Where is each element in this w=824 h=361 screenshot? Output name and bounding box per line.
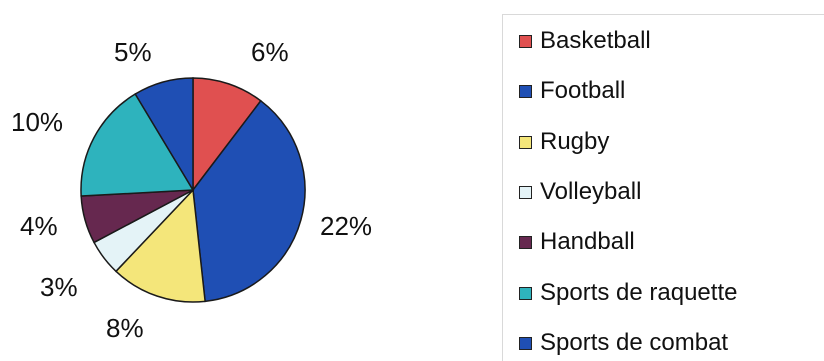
slice-label-rugby: 8% — [106, 313, 144, 343]
pie-slice-sports-de-raquette — [80, 93, 195, 197]
slice-label-sports-de-raquette: 10% — [11, 107, 63, 137]
chart-legend: Basketball Football Rugby Volleyball Han… — [502, 14, 824, 361]
slice-label-sports-de-combat: 5% — [114, 37, 152, 67]
slice-label-volleyball: 3% — [40, 272, 78, 302]
legend-label-football: Football — [540, 77, 626, 104]
pie-slice-basketball — [192, 77, 262, 193]
legend-label-handball: Handball — [540, 228, 635, 255]
pie-slices — [80, 77, 306, 303]
legend-label-volleyball: Volleyball — [540, 178, 642, 205]
legend-item-handball: Handball — [519, 228, 635, 256]
slice-label-football: 22% — [320, 211, 372, 241]
legend-swatch-football — [519, 84, 532, 98]
legend-item-sports-de-raquette: Sports de raquette — [519, 279, 737, 307]
legend-swatch-volleyball — [519, 185, 532, 199]
pie-chart: 6% 22% 8% 3% 4% 10% 5% — [11, 37, 372, 343]
legend-label-sports-de-raquette: Sports de raquette — [540, 279, 738, 306]
legend-item-rugby: Rugby — [519, 128, 609, 156]
slice-label-handball: 4% — [20, 211, 58, 241]
legend-swatch-handball — [519, 235, 532, 249]
legend-swatch-sports-de-combat — [519, 336, 532, 350]
legend-swatch-sports-de-raquette — [519, 286, 532, 300]
legend-swatch-rugby — [519, 135, 532, 149]
slice-label-basketball: 6% — [251, 37, 289, 67]
legend-label-rugby: Rugby — [540, 128, 610, 155]
pie-slice-football — [192, 99, 306, 303]
legend-label-basketball: Basketball — [540, 27, 651, 54]
legend-swatch-basketball — [519, 34, 532, 48]
legend-item-basketball: Basketball — [519, 27, 651, 55]
legend-item-sports-de-combat: Sports de combat — [519, 329, 728, 357]
pie-slice-sports-de-combat — [134, 77, 194, 193]
legend-item-football: Football — [519, 77, 625, 105]
legend-item-volleyball: Volleyball — [519, 178, 641, 206]
legend-label-sports-de-combat: Sports de combat — [540, 329, 729, 356]
pie-slice-rugby — [114, 188, 206, 303]
